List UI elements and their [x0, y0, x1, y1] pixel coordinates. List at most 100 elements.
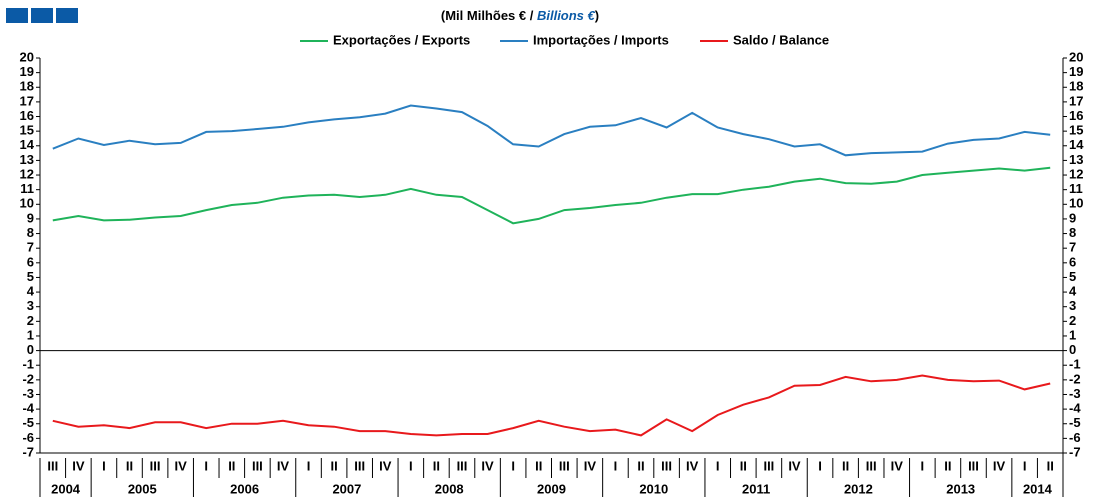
y2-tick-label: 17 [1069, 93, 1083, 108]
x-tick-label: IV [481, 458, 494, 473]
y-tick-label: -3 [22, 386, 34, 401]
y2-tick-label: -6 [1069, 430, 1081, 445]
y-tick-label: 6 [27, 254, 34, 269]
y2-tick-label: 18 [1069, 79, 1083, 94]
x-tick-label: IV [584, 458, 597, 473]
y-tick-label: -5 [22, 415, 34, 430]
year-label: 2009 [537, 481, 566, 496]
y2-tick-label: 16 [1069, 108, 1083, 123]
x-tick-label: I [818, 458, 822, 473]
x-tick-label: I [102, 458, 106, 473]
year-label: 2011 [742, 481, 770, 496]
y-tick-label: 3 [27, 298, 34, 313]
series-line [52, 374, 1051, 437]
y-tick-label: 16 [20, 108, 34, 123]
x-tick-label: III [763, 458, 774, 473]
y2-tick-label: 20 [1069, 49, 1083, 64]
x-tick-label: IV [379, 458, 392, 473]
x-tick-label: I [614, 458, 618, 473]
title-en: Billions € [537, 8, 596, 23]
y2-tick-label: 19 [1069, 64, 1083, 79]
x-tick-label: III [968, 458, 979, 473]
y2-tick-label: -1 [1069, 357, 1081, 372]
year-label: 2014 [1023, 481, 1053, 496]
y-tick-label: 4 [27, 284, 35, 299]
y-tick-label: 12 [20, 166, 34, 181]
y-tick-label: -2 [22, 371, 34, 386]
y-tick-label: -4 [22, 401, 34, 416]
y-tick-label: 18 [20, 79, 34, 94]
x-tick-label: I [204, 458, 208, 473]
x-tick-label: IV [686, 458, 699, 473]
y2-tick-label: 0 [1069, 342, 1076, 357]
y-tick-label: 0 [27, 342, 34, 357]
x-tick-label: I [511, 458, 515, 473]
y-tick-label: -6 [22, 430, 34, 445]
y-tick-label: 7 [27, 240, 34, 255]
x-tick-label: II [535, 458, 542, 473]
x-tick-label: IV [891, 458, 904, 473]
x-tick-label: II [228, 458, 235, 473]
year-label: 2007 [332, 481, 361, 496]
y-tick-label: 2 [27, 313, 34, 328]
y2-tick-label: 9 [1069, 210, 1076, 225]
y2-tick-label: 11 [1069, 181, 1083, 196]
y2-tick-label: 1 [1069, 327, 1076, 342]
x-tick-label: I [1023, 458, 1027, 473]
x-tick-label: III [354, 458, 365, 473]
y-tick-label: 11 [20, 181, 34, 196]
y2-tick-label: -7 [1069, 444, 1081, 459]
year-label: 2012 [844, 481, 873, 496]
x-tick-label: II [126, 458, 133, 473]
x-tick-label: IV [788, 458, 801, 473]
y-tick-label: 14 [20, 137, 35, 152]
x-tick-label: I [716, 458, 720, 473]
title-pt: (Mil Milhões € / [441, 8, 537, 23]
y2-tick-label: 13 [1069, 152, 1083, 167]
y2-tick-label: 15 [1069, 123, 1083, 138]
x-tick-label: IV [277, 458, 290, 473]
year-label: 2006 [230, 481, 259, 496]
y2-tick-label: -2 [1069, 371, 1081, 386]
y-tick-label: 15 [20, 123, 34, 138]
y2-tick-label: -4 [1069, 401, 1081, 416]
legend-label: Saldo / Balance [733, 32, 829, 47]
y2-tick-label: 7 [1069, 240, 1076, 255]
y-tick-label: 20 [20, 49, 34, 64]
y-tick-label: 19 [20, 64, 34, 79]
y2-tick-label: 2 [1069, 313, 1076, 328]
x-tick-label: I [307, 458, 311, 473]
year-label: 2004 [51, 481, 81, 496]
series-line [52, 166, 1051, 225]
y2-tick-label: 5 [1069, 269, 1076, 284]
y-tick-label: 9 [27, 210, 34, 225]
y2-tick-label: 14 [1069, 137, 1084, 152]
legend-label: Exportações / Exports [333, 32, 470, 47]
y-tick-label: 5 [27, 269, 34, 284]
logo-block [56, 8, 78, 23]
logo-block [31, 8, 53, 23]
y-tick-label: 1 [27, 327, 34, 342]
x-tick-label: III [661, 458, 672, 473]
chart-title: (Mil Milhões € / Billions €) [441, 8, 599, 23]
x-tick-label: III [559, 458, 570, 473]
x-tick-label: III [252, 458, 263, 473]
x-tick-label: III [866, 458, 877, 473]
year-label: 2008 [435, 481, 464, 496]
y2-tick-label: 8 [1069, 225, 1076, 240]
y-tick-label: 17 [20, 93, 34, 108]
y-tick-label: -1 [22, 357, 34, 372]
y2-tick-label: 12 [1069, 166, 1083, 181]
x-tick-label: II [330, 458, 337, 473]
legend-label: Importações / Imports [533, 32, 669, 47]
x-tick-label: I [409, 458, 413, 473]
y-tick-label: 10 [20, 196, 34, 211]
x-tick-label: II [1047, 458, 1054, 473]
x-tick-label: III [47, 458, 58, 473]
x-tick-label: II [842, 458, 849, 473]
x-tick-label: I [921, 458, 925, 473]
y2-tick-label: -5 [1069, 415, 1081, 430]
title-end: ) [595, 8, 599, 23]
y2-tick-label: 10 [1069, 196, 1083, 211]
